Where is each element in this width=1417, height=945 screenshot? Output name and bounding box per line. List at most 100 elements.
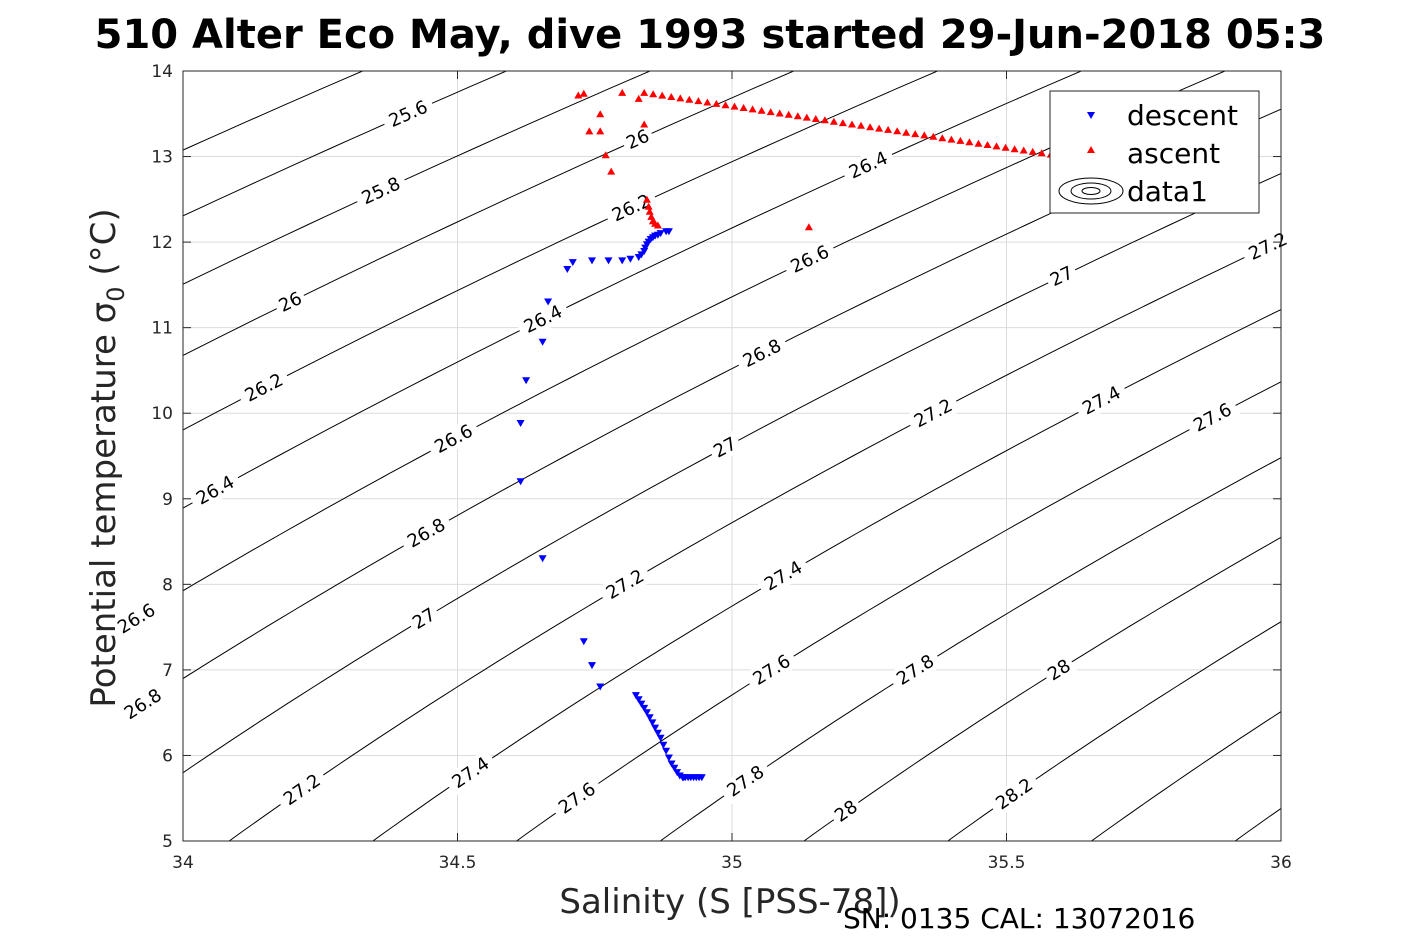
legend: descent ascent data1 — [1049, 90, 1260, 214]
descent-point — [645, 714, 654, 722]
ascent-point — [838, 119, 847, 127]
descent-point — [544, 298, 553, 306]
descent-point — [596, 683, 605, 691]
ascent-point — [640, 120, 649, 128]
ascent-point — [884, 125, 893, 133]
ascent-point — [1019, 146, 1028, 154]
ascent-point — [642, 195, 651, 203]
ascent-point — [596, 127, 605, 135]
contour-label-bg — [352, 169, 410, 212]
contour-label-bg — [743, 646, 800, 694]
legend-descent-marker — [1087, 112, 1095, 119]
ascent-point — [712, 99, 721, 107]
x-tick-label: 34.5 — [439, 853, 477, 873]
ascent-point — [634, 94, 643, 102]
descent-point — [640, 704, 649, 712]
ascent-point — [829, 117, 838, 125]
serial-calibration-footer: SN: 0135 CAL: 13072016 — [843, 902, 1195, 935]
contour-label-bg — [398, 510, 455, 556]
descent-point — [662, 747, 671, 755]
y-tick-label: 11 — [151, 319, 173, 339]
descent-point — [634, 696, 643, 704]
ascent-point — [947, 135, 956, 143]
contour-line — [946, 621, 1281, 841]
contour-label-bg — [986, 770, 1042, 818]
ascent-point — [694, 97, 703, 105]
contour-line — [183, 71, 795, 356]
ascent-point — [793, 112, 802, 120]
y-tick-label: 6 — [162, 746, 173, 766]
x-tick-label: 34 — [172, 853, 194, 873]
descent-point — [626, 255, 635, 263]
y-tick-label: 10 — [151, 404, 173, 424]
descent-point — [563, 266, 572, 273]
ascent-point — [703, 98, 712, 106]
contour-label-bg — [549, 774, 605, 823]
ascent-point — [875, 124, 884, 132]
ascent-point — [640, 88, 649, 96]
ascent-point — [866, 123, 875, 131]
ascent-point — [1037, 149, 1046, 157]
legend-box — [1049, 90, 1260, 214]
contour-label-bg — [379, 93, 437, 135]
descent-point — [579, 638, 588, 646]
chart-title: 510 Alter Eco May, dive 1993 started 29-… — [95, 12, 1326, 58]
descent-point — [664, 228, 673, 236]
contour-label-bg — [1040, 652, 1078, 688]
contour-label-bg — [235, 365, 293, 410]
contour-label-bg — [755, 553, 812, 599]
ascent-point — [676, 94, 685, 102]
y-tick-label: 13 — [151, 148, 173, 168]
contour-label-bg — [827, 793, 865, 829]
y-tick-label: 5 — [162, 832, 173, 852]
contour-label-bg — [514, 297, 572, 341]
ascent-point — [601, 151, 610, 159]
ascent-point — [667, 93, 676, 100]
ascent-point — [685, 95, 694, 103]
ascent-point — [929, 132, 938, 140]
y-tick-label: 7 — [162, 661, 173, 681]
contour-line — [183, 71, 939, 431]
descent-point — [522, 377, 531, 385]
ascent-point — [1001, 143, 1010, 151]
contour-line — [1090, 711, 1281, 841]
axis-ticks: 34 34.5 35 35.5 36 5 6 7 8 9 10 11 12 13 14 — [151, 62, 1291, 873]
contour-label-bg — [717, 757, 774, 805]
descent-point — [588, 257, 596, 265]
ascent-point — [848, 120, 856, 128]
x-tick-label: 35 — [721, 853, 743, 873]
x-axis-label: Salinity (S [PSS-78]) — [559, 882, 900, 922]
ascent-point — [649, 90, 658, 98]
descent-point — [642, 709, 651, 717]
ascent-point — [820, 116, 829, 124]
contour-label-bg — [425, 416, 482, 461]
contour-label-bg — [1043, 259, 1080, 293]
ascent-point — [579, 89, 588, 97]
contour-label-bg — [597, 561, 653, 607]
ascent-point — [893, 127, 902, 135]
contour-line — [659, 457, 1281, 841]
contour-label-bg — [887, 646, 944, 694]
descent-point — [656, 734, 665, 742]
ascent-point — [658, 91, 667, 99]
ascent-point — [574, 91, 583, 99]
ascent-point — [653, 221, 662, 229]
descent-point — [667, 760, 676, 768]
contour-label-bg — [905, 391, 962, 436]
contour-label-bg — [442, 748, 499, 797]
contour-label-bg — [706, 430, 744, 465]
y-axis-label-subscript: 0 — [102, 286, 130, 301]
ascent-point — [956, 136, 965, 144]
ascent-point — [585, 127, 594, 135]
ascent-point — [618, 88, 627, 96]
descent-point — [516, 420, 525, 427]
ascent-point — [1028, 147, 1037, 155]
contour-label-bg — [187, 468, 244, 513]
contour-label-bg — [108, 595, 165, 642]
descent-point — [659, 741, 668, 749]
contour-line — [183, 71, 508, 217]
ascent-point — [596, 110, 605, 118]
descent-point — [516, 478, 525, 486]
x-tick-label: 35.5 — [988, 853, 1026, 873]
